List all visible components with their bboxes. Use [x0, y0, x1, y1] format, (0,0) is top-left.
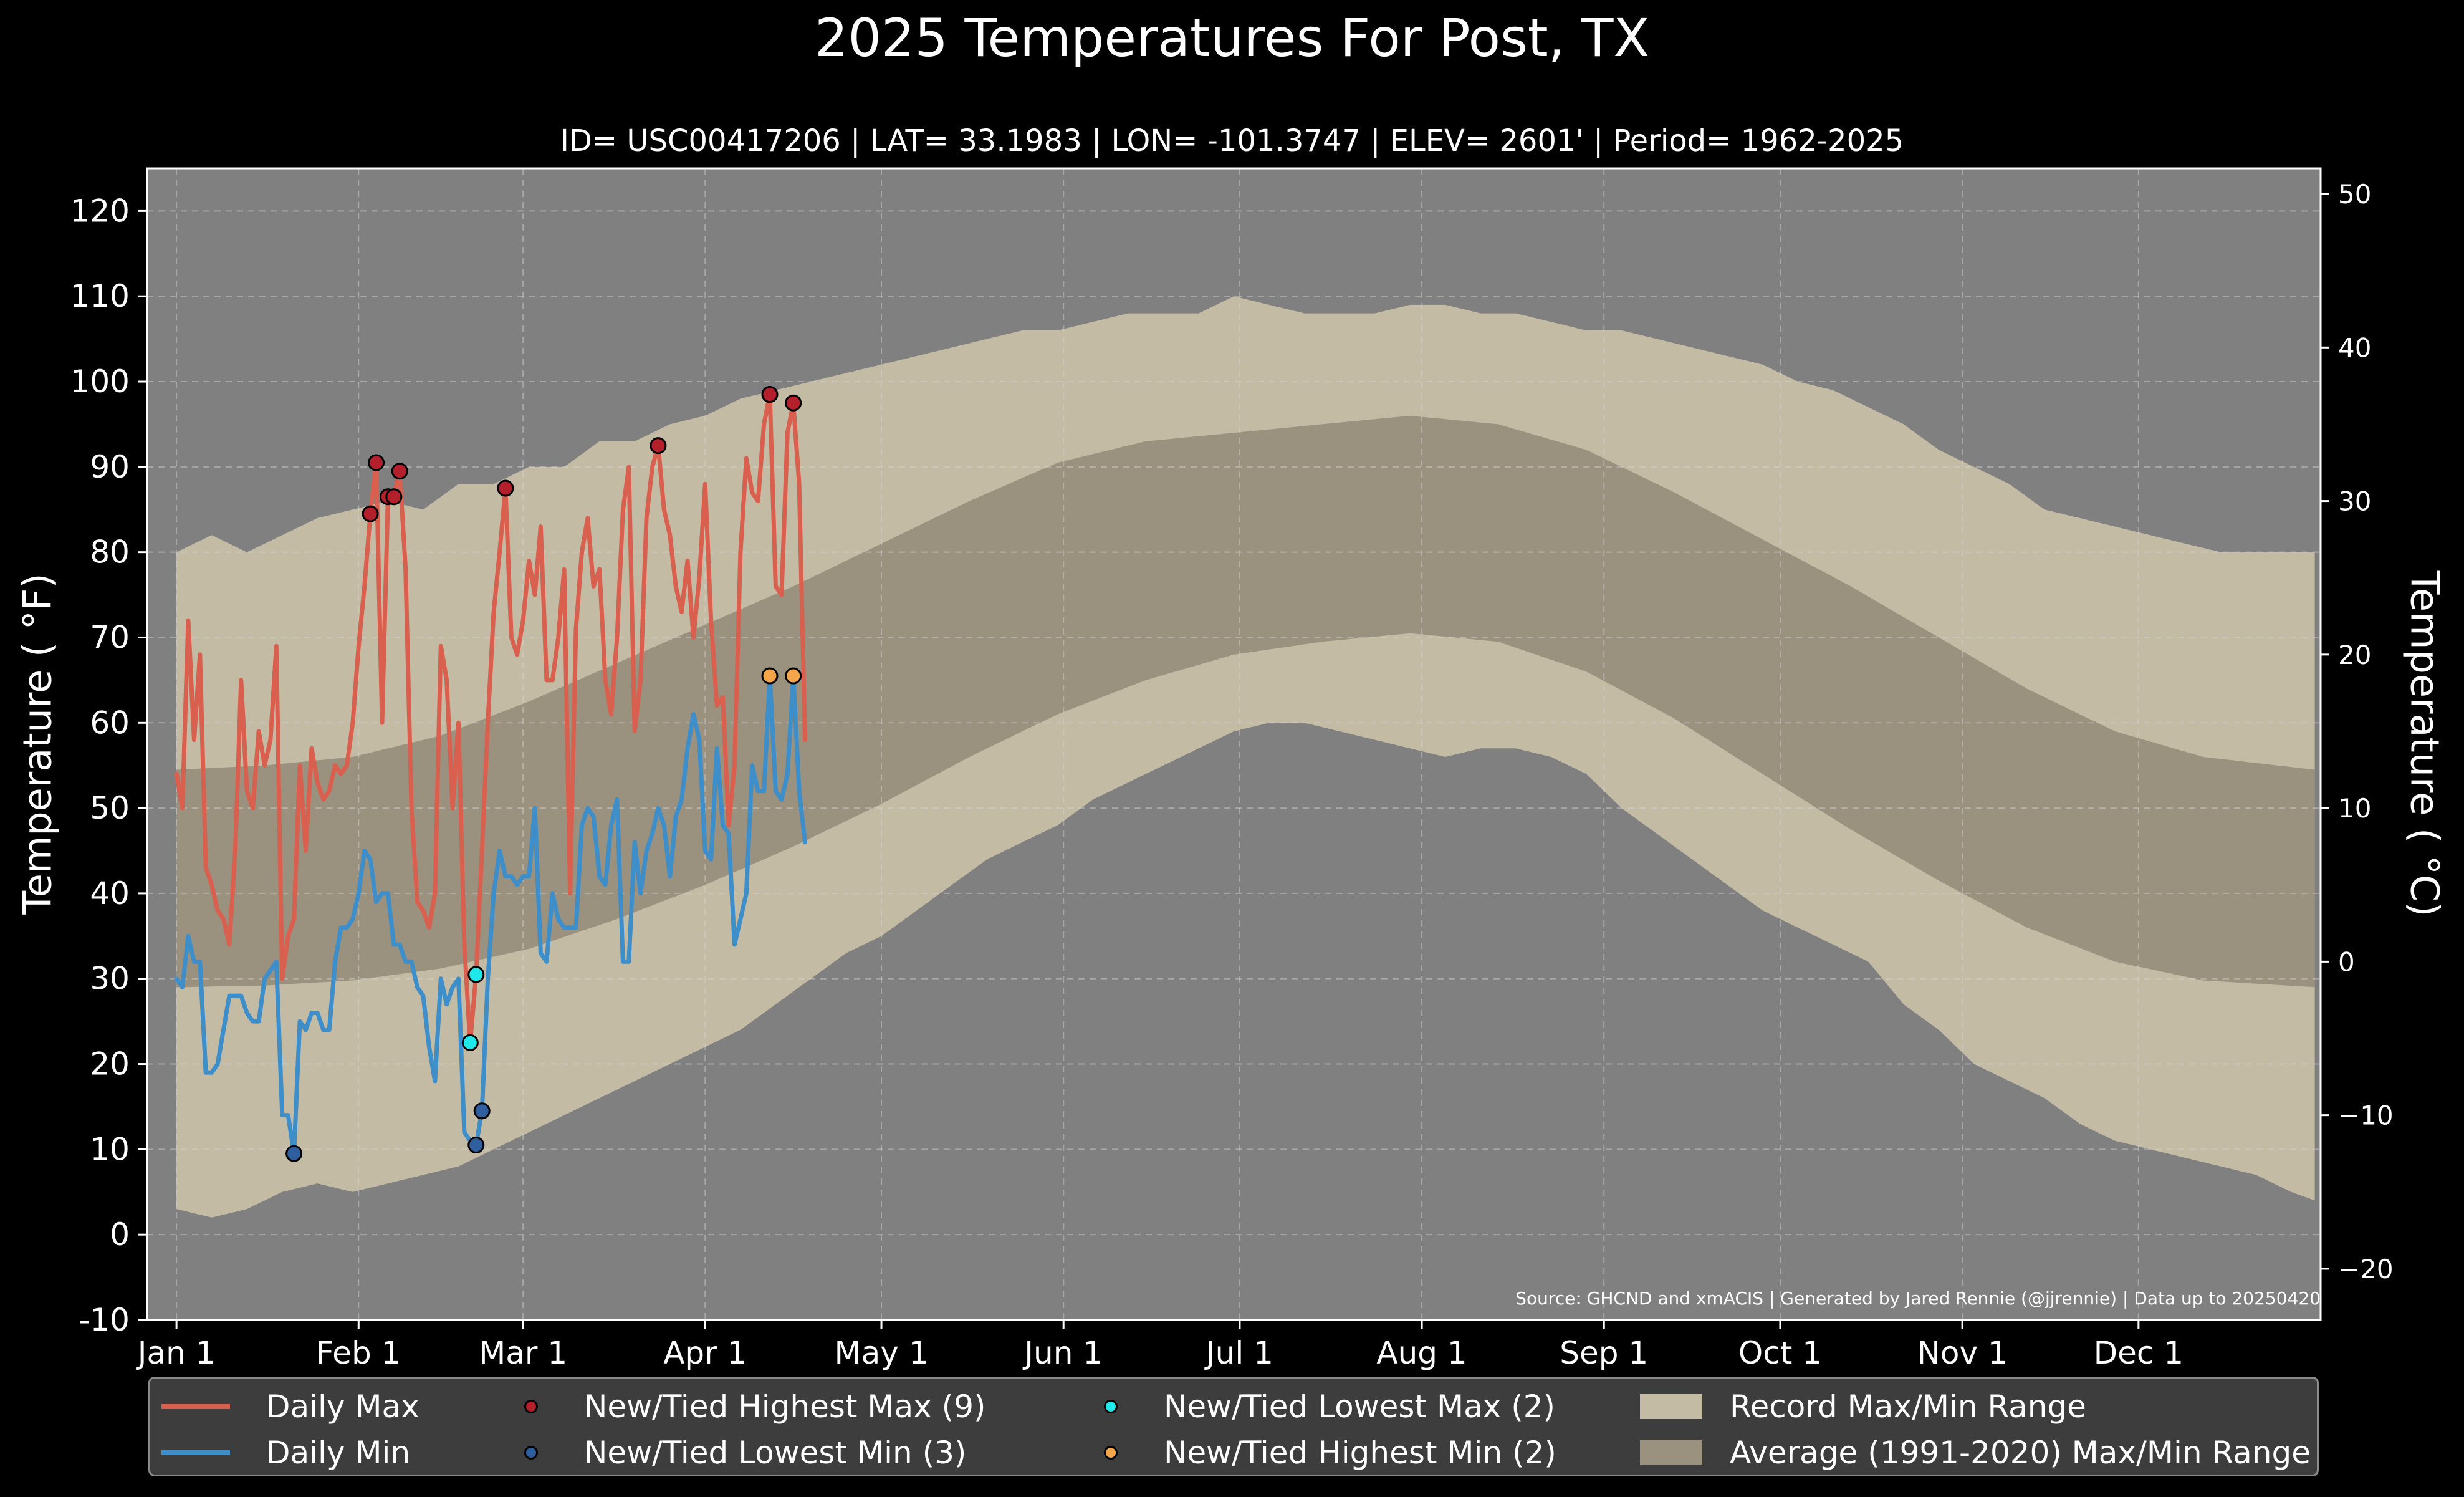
y-tick-label: -10 — [79, 1302, 130, 1338]
legend-patch-record-range — [1640, 1394, 1702, 1419]
y-tick-label: 30 — [90, 961, 130, 997]
y-tick-label: 20 — [90, 1046, 130, 1082]
y-right-tick-label: 30 — [2338, 486, 2371, 517]
new-highest-max-marker — [368, 454, 385, 471]
y-tick-label: 90 — [90, 449, 130, 485]
chart-subtitle: ID= USC00417206 | LAT= 33.1983 | LON= -1… — [560, 123, 1904, 158]
y-right-tick-label: −10 — [2338, 1100, 2394, 1131]
x-tick-label: Jul 1 — [1204, 1335, 1273, 1371]
x-tick-label: Jun 1 — [1022, 1335, 1103, 1371]
y-right-tick-label: 0 — [2338, 946, 2355, 977]
chart-legend: Daily Max Daily Min New/Tied Highest Max… — [148, 1377, 2319, 1476]
y-axis-label-fahrenheit: Temperature ( °F) — [14, 573, 60, 915]
legend-swatch-daily-max — [161, 1404, 230, 1409]
daily-max-line — [174, 392, 807, 1045]
new-highest-max-marker — [391, 463, 408, 480]
legend-patch-average-range — [1640, 1440, 1702, 1465]
y-right-tick-label: 10 — [2338, 793, 2371, 824]
x-tick-label: Apr 1 — [663, 1335, 747, 1371]
x-tick-label: Oct 1 — [1738, 1335, 1822, 1371]
y-tick-label: 100 — [70, 363, 130, 400]
x-tick-label: Aug 1 — [1376, 1335, 1467, 1371]
x-tick-label: Mar 1 — [479, 1335, 567, 1371]
legend-label: New/Tied Lowest Min (3) — [584, 1435, 967, 1471]
new-highest-max-marker — [761, 386, 779, 403]
x-tick-label: Dec 1 — [2094, 1335, 2184, 1371]
legend-item-new-lowest-min: New/Tied Lowest Min (3) — [474, 1431, 966, 1475]
y-right-tick-label: 40 — [2338, 332, 2371, 363]
legend-marker-new-lowest-max — [1104, 1400, 1118, 1413]
y-tick-label: 50 — [90, 790, 130, 826]
y-tick-label: 10 — [90, 1131, 130, 1167]
new-lowest-max-marker — [467, 966, 485, 983]
legend-swatch-daily-min — [161, 1450, 230, 1455]
legend-label: Average (1991-2020) Max/Min Range — [1730, 1435, 2311, 1471]
y-right-tick-label: −20 — [2338, 1254, 2394, 1284]
new-highest-min-marker — [785, 667, 802, 685]
legend-label: New/Tied Highest Max (9) — [584, 1389, 986, 1425]
new-highest-max-marker — [785, 394, 802, 412]
legend-item-average-range: Average (1991-2020) Max/Min Range — [1627, 1431, 2311, 1475]
y-tick-label: 120 — [70, 193, 130, 229]
new-highest-max-marker — [497, 479, 514, 497]
new-lowest-max-marker — [461, 1034, 479, 1051]
y-right-tick-label: 50 — [2338, 179, 2371, 209]
source-note: Source: GHCND and xmACIS | Generated by … — [1515, 1288, 2321, 1309]
legend-item-daily-min: Daily Min — [150, 1431, 410, 1475]
new-lowest-min-marker — [285, 1145, 303, 1162]
legend-item-new-highest-max: New/Tied Highest Max (9) — [474, 1385, 986, 1428]
x-tick-label: Feb 1 — [316, 1335, 401, 1371]
legend-item-record-range: Record Max/Min Range — [1627, 1385, 2086, 1428]
y-tick-label: 70 — [90, 619, 130, 655]
y-tick-label: 60 — [90, 705, 130, 741]
legend-item-new-highest-min: New/Tied Highest Min (2) — [1054, 1431, 1556, 1475]
new-lowest-min-marker — [467, 1137, 485, 1154]
new-highest-max-marker — [385, 488, 403, 506]
legend-marker-new-highest-min — [1104, 1446, 1118, 1460]
legend-label: Record Max/Min Range — [1730, 1389, 2086, 1425]
x-tick-label: Sep 1 — [1560, 1335, 1648, 1371]
legend-marker-new-highest-max — [524, 1400, 538, 1413]
y-tick-label: 80 — [90, 534, 130, 570]
y-tick-label: 0 — [110, 1216, 130, 1253]
legend-label: Daily Min — [266, 1435, 411, 1471]
legend-label: New/Tied Lowest Max (2) — [1164, 1389, 1556, 1425]
y-right-tick-label: 20 — [2338, 640, 2371, 670]
legend-item-daily-max: Daily Max — [150, 1385, 419, 1428]
x-tick-label: Nov 1 — [1917, 1335, 2007, 1371]
record-range-band — [176, 296, 2315, 1218]
y-tick-label: 40 — [90, 875, 130, 912]
plot-frame — [146, 167, 2322, 1321]
x-tick-label: Jan 1 — [136, 1335, 216, 1371]
x-tick-label: May 1 — [835, 1335, 929, 1371]
y-axis-label-celsius: Temperature ( °C) — [2402, 570, 2448, 917]
legend-label: New/Tied Highest Min (2) — [1164, 1435, 1556, 1471]
legend-label: Daily Max — [266, 1389, 419, 1425]
new-lowest-min-marker — [473, 1102, 491, 1120]
y-tick-label: 110 — [70, 278, 130, 314]
chart-title: 2025 Temperatures For Post, TX — [815, 7, 1649, 69]
new-highest-min-marker — [761, 667, 779, 685]
new-highest-max-marker — [650, 437, 667, 455]
legend-item-new-lowest-max: New/Tied Lowest Max (2) — [1054, 1385, 1555, 1428]
legend-marker-new-lowest-min — [524, 1446, 538, 1460]
daily-min-line — [174, 673, 807, 1156]
new-highest-max-marker — [362, 505, 379, 522]
